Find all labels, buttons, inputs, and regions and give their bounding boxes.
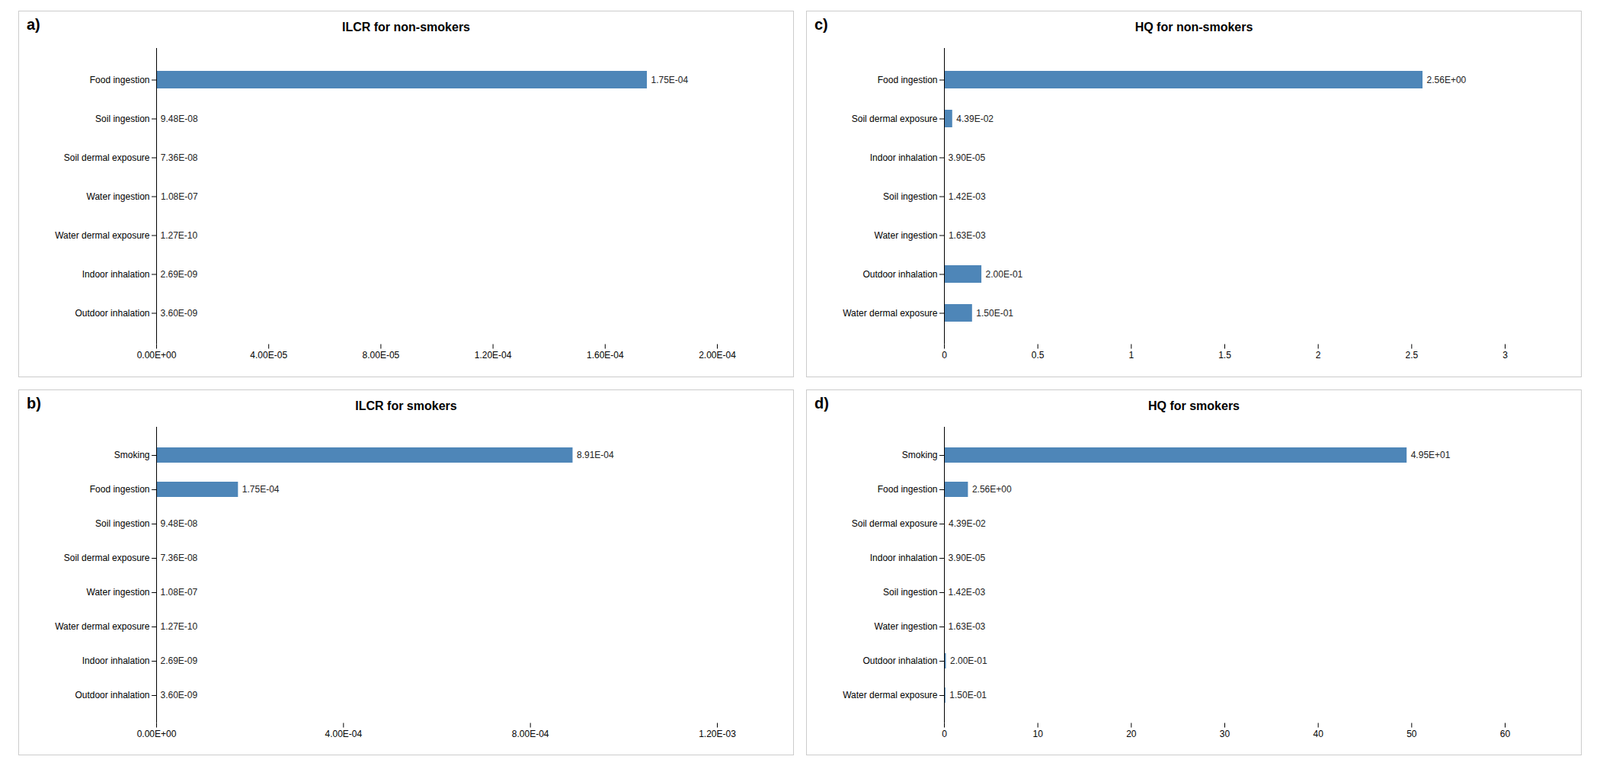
svg-text:1.20E-03: 1.20E-03 <box>698 727 736 739</box>
svg-text:Water ingestion: Water ingestion <box>874 230 938 241</box>
svg-text:1.5: 1.5 <box>1218 349 1232 361</box>
svg-text:Soil dermal exposure: Soil dermal exposure <box>851 113 938 125</box>
svg-text:40: 40 <box>1312 727 1324 739</box>
svg-text:1.42E-03: 1.42E-03 <box>948 191 986 202</box>
svg-text:1.50E-01: 1.50E-01 <box>949 689 987 701</box>
svg-text:Indoor inhalation: Indoor inhalation <box>82 655 151 666</box>
svg-text:1.63E-03: 1.63E-03 <box>948 230 986 241</box>
svg-text:0.00E+00: 0.00E+00 <box>137 727 177 739</box>
svg-text:2.5: 2.5 <box>1404 349 1418 361</box>
svg-text:1.42E-03: 1.42E-03 <box>948 586 986 598</box>
svg-text:10: 10 <box>1032 727 1044 739</box>
svg-text:Soil ingestion: Soil ingestion <box>883 191 938 202</box>
svg-text:3.60E-09: 3.60E-09 <box>160 689 199 701</box>
svg-text:7.36E-08: 7.36E-08 <box>160 152 199 164</box>
svg-text:4.00E-05: 4.00E-05 <box>249 349 288 361</box>
svg-text:4.00E-04: 4.00E-04 <box>324 727 362 739</box>
svg-text:0.00E+00: 0.00E+00 <box>137 349 177 361</box>
svg-text:2: 2 <box>1315 349 1322 361</box>
svg-text:0: 0 <box>941 349 948 361</box>
html-text:d): d) <box>814 394 829 412</box>
svg-text:Outdoor inhalation: Outdoor inhalation <box>74 307 150 319</box>
html-text:HQ for smokers: HQ for smokers <box>1148 398 1240 412</box>
svg-text:Soil dermal exposure: Soil dermal exposure <box>64 552 151 564</box>
svg-text:60: 60 <box>1500 727 1511 739</box>
svg-text:2.56E+00: 2.56E+00 <box>1427 74 1467 86</box>
svg-text:Water ingestion: Water ingestion <box>86 191 151 202</box>
svg-text:3: 3 <box>1502 349 1508 361</box>
svg-text:Soil ingestion: Soil ingestion <box>883 586 938 598</box>
svg-text:Smoking: Smoking <box>114 449 151 461</box>
html-text:HQ for non-smokers: HQ for non-smokers <box>1135 20 1253 34</box>
svg-text:4.95E+01: 4.95E+01 <box>1411 449 1451 461</box>
svg-text:Outdoor inhalation: Outdoor inhalation <box>862 268 938 280</box>
html-text:c): c) <box>814 16 829 33</box>
svg-text:Food ingestion: Food ingestion <box>877 483 938 495</box>
svg-text:20: 20 <box>1126 727 1137 739</box>
svg-text:Soil dermal exposure: Soil dermal exposure <box>851 518 938 529</box>
svg-text:1.75E-04: 1.75E-04 <box>242 483 280 495</box>
svg-text:1.08E-07: 1.08E-07 <box>160 191 199 202</box>
svg-text:Outdoor inhalation: Outdoor inhalation <box>862 655 938 666</box>
svg-text:4.39E-02: 4.39E-02 <box>956 113 994 125</box>
svg-text:2.69E-09: 2.69E-09 <box>160 268 199 280</box>
svg-text:0.5: 0.5 <box>1031 349 1045 361</box>
svg-text:2.00E-01: 2.00E-01 <box>985 268 1024 280</box>
svg-text:Indoor inhalation: Indoor inhalation <box>82 268 151 280</box>
svg-text:Water ingestion: Water ingestion <box>874 620 938 632</box>
svg-text:7.36E-08: 7.36E-08 <box>160 552 199 564</box>
svg-text:30: 30 <box>1219 727 1231 739</box>
svg-text:50: 50 <box>1406 727 1418 739</box>
html-text:a): a) <box>26 16 41 33</box>
html-text:ILCR for non-smokers: ILCR for non-smokers <box>342 20 471 34</box>
svg-text:Outdoor inhalation: Outdoor inhalation <box>74 689 150 701</box>
svg-text:1.08E-07: 1.08E-07 <box>160 586 199 598</box>
svg-text:2.00E-01: 2.00E-01 <box>950 655 988 666</box>
svg-text:4.39E-02: 4.39E-02 <box>948 518 986 529</box>
svg-text:Smoking: Smoking <box>902 449 938 461</box>
svg-text:Food ingestion: Food ingestion <box>89 483 151 495</box>
svg-text:3.90E-05: 3.90E-05 <box>948 152 986 164</box>
svg-text:Indoor inhalation: Indoor inhalation <box>870 552 938 564</box>
svg-text:3.90E-05: 3.90E-05 <box>948 552 986 564</box>
svg-text:1.60E-04: 1.60E-04 <box>586 349 624 361</box>
svg-text:2.56E+00: 2.56E+00 <box>972 483 1012 495</box>
svg-text:1.20E-04: 1.20E-04 <box>474 349 512 361</box>
svg-text:Food ingestion: Food ingestion <box>877 74 938 86</box>
svg-text:2.00E-04: 2.00E-04 <box>698 349 736 361</box>
svg-text:1.50E-01: 1.50E-01 <box>976 307 1014 319</box>
svg-text:8.00E-04: 8.00E-04 <box>512 727 550 739</box>
html-text:ILCR for smokers: ILCR for smokers <box>355 398 457 412</box>
svg-text:Indoor inhalation: Indoor inhalation <box>870 152 938 164</box>
svg-text:Water dermal exposure: Water dermal exposure <box>842 689 938 701</box>
svg-text:Soil dermal exposure: Soil dermal exposure <box>64 152 151 164</box>
svg-text:Food ingestion: Food ingestion <box>89 74 151 86</box>
svg-text:Water dermal exposure: Water dermal exposure <box>54 620 151 632</box>
svg-text:2.69E-09: 2.69E-09 <box>160 655 199 666</box>
svg-text:Soil ingestion: Soil ingestion <box>95 113 150 125</box>
svg-text:1.27E-10: 1.27E-10 <box>160 620 199 632</box>
svg-text:0: 0 <box>941 727 948 739</box>
svg-text:8.00E-05: 8.00E-05 <box>362 349 400 361</box>
svg-text:1.63E-03: 1.63E-03 <box>948 620 986 632</box>
svg-text:1.27E-10: 1.27E-10 <box>160 230 199 241</box>
svg-text:1: 1 <box>1128 349 1134 361</box>
svg-text:Soil ingestion: Soil ingestion <box>95 518 150 529</box>
svg-text:9.48E-08: 9.48E-08 <box>160 113 199 125</box>
svg-text:3.60E-09: 3.60E-09 <box>160 307 199 319</box>
svg-text:Water dermal exposure: Water dermal exposure <box>842 307 938 319</box>
svg-text:9.48E-08: 9.48E-08 <box>160 518 199 529</box>
html-text:b): b) <box>26 394 42 412</box>
svg-text:Water dermal exposure: Water dermal exposure <box>54 230 151 241</box>
svg-text:1.75E-04: 1.75E-04 <box>651 74 689 86</box>
svg-text:Water ingestion: Water ingestion <box>86 586 151 598</box>
svg-text:8.91E-04: 8.91E-04 <box>576 449 615 461</box>
